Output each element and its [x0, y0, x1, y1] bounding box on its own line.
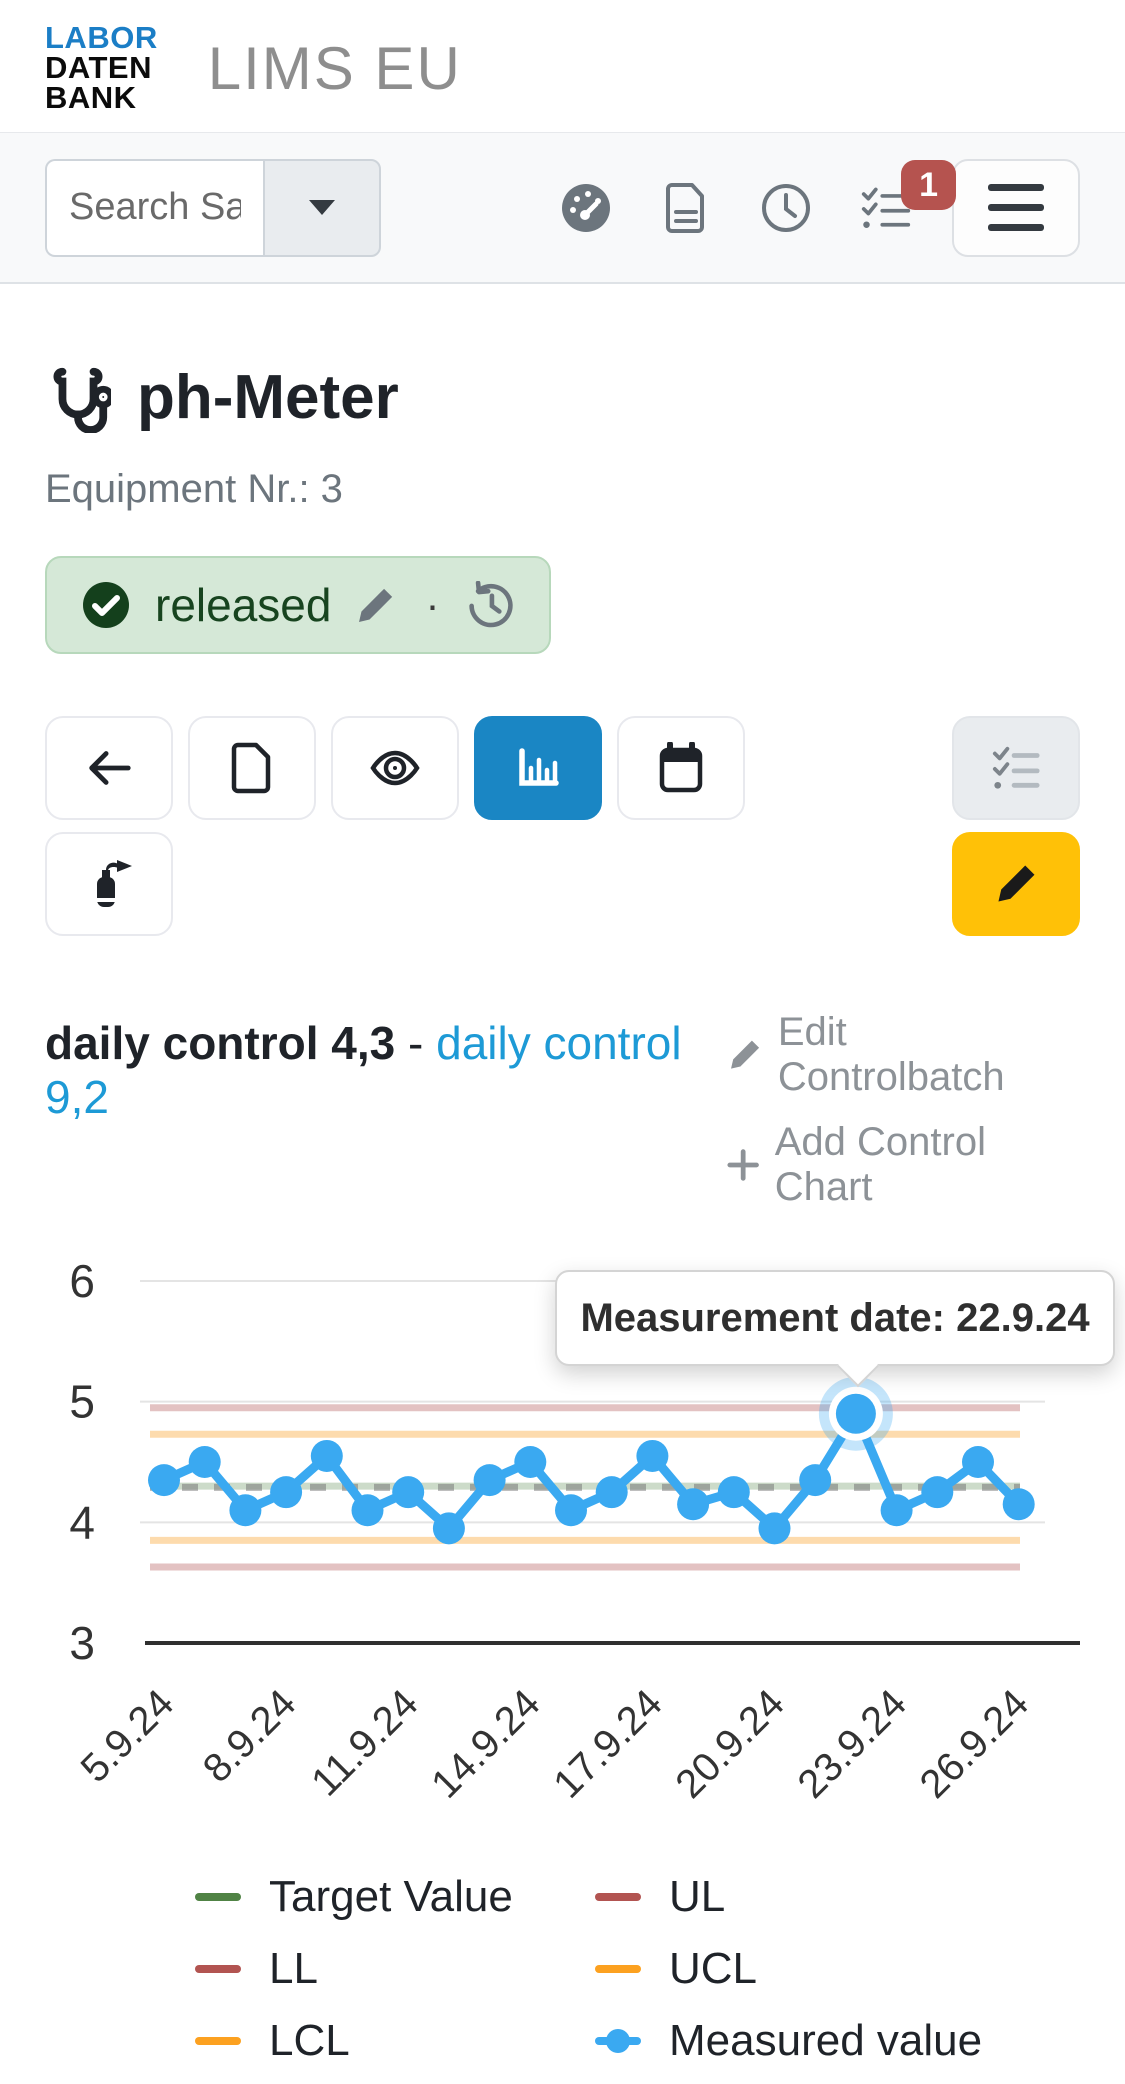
equipment-number: Equipment Nr.: 3 [45, 467, 343, 511]
edit-button[interactable] [952, 832, 1080, 936]
legend-label: LL [269, 1944, 318, 1993]
svg-text:5.9.24: 5.9.24 [73, 1681, 183, 1791]
fire-extinguisher-button[interactable] [45, 832, 173, 936]
pencil-icon [998, 865, 1035, 902]
controlchart-header: daily control 4,3 - daily control 9,2 Ed… [45, 1010, 1080, 1210]
status-label: released [155, 579, 332, 631]
legend-label: UCL [669, 1944, 758, 1993]
legend-swatch-solid [195, 1965, 241, 1973]
search-category-dropdown[interactable] [263, 158, 381, 257]
bar-chart-icon [519, 748, 559, 786]
legend-swatch-solid [195, 1893, 241, 1901]
legend-swatch-solid [595, 1965, 641, 1973]
checklist-button[interactable] [952, 716, 1080, 820]
caret-down-icon [309, 200, 335, 215]
legend-item: LCL [195, 2012, 595, 2070]
app-header: LABOR DATEN BANK LIMS EU [0, 0, 1125, 132]
checklist-icon [992, 746, 1040, 789]
equipment-header: ph-Meter [45, 362, 1080, 433]
separator-dot: · [425, 581, 440, 628]
svg-text:23.9.24: 23.9.24 [789, 1681, 914, 1806]
legend-item: LL [195, 1940, 595, 1998]
logo-line: BANK [45, 80, 137, 116]
back-button[interactable] [45, 716, 173, 820]
plus-icon [727, 1149, 760, 1181]
pencil-icon [731, 1040, 760, 1069]
svg-text:20.9.24: 20.9.24 [667, 1681, 792, 1806]
control-chart[interactable]: 6 5 4 3 5.9.24 8.9.24 11.9.24 14.9.24 17.9.24 20.… [45, 1228, 1115, 1840]
toolbar-icons: 1 [560, 159, 956, 234]
fire-extinguisher-icon [97, 860, 132, 907]
checklist-icon[interactable]: 1 [860, 159, 956, 234]
chart-tooltip: Measurement date: 22.9.24 [555, 1270, 1115, 1388]
svg-text:4: 4 [69, 1496, 95, 1548]
action-buttons [45, 716, 1080, 936]
legend-label: Target Value [269, 1872, 513, 1921]
search-input[interactable] [45, 158, 263, 257]
controlbatch-link[interactable]: daily control 9,2 [45, 1017, 682, 1123]
calendar-button[interactable] [617, 716, 745, 820]
clock-icon[interactable] [760, 182, 812, 234]
legend-swatch-solid [595, 1893, 641, 1901]
history-icon[interactable] [467, 581, 515, 629]
legend-swatch-point [595, 2029, 641, 2053]
svg-text:5: 5 [69, 1376, 95, 1428]
add-control-chart-link[interactable]: Add Control Chart [726, 1120, 1080, 1210]
main-content: ph-Meter Equipment Nr.: 3 released · [0, 362, 1125, 2084]
speedometer-icon[interactable] [560, 182, 612, 234]
edit-controlbatch-link[interactable]: Edit Controlbatch [726, 1010, 1080, 1100]
svg-text:8.9.24: 8.9.24 [195, 1681, 305, 1791]
legend-label: UL [669, 1872, 726, 1921]
toolbar: 1 [0, 132, 1125, 284]
controlbatch-current: daily control 4,3 [45, 1017, 396, 1069]
svg-text:26.9.24: 26.9.24 [912, 1681, 1037, 1806]
svg-text:6: 6 [69, 1255, 95, 1307]
search-group [45, 158, 381, 257]
check-circle-icon [83, 582, 129, 628]
control-chart-svg[interactable]: 6 5 4 3 5.9.24 8.9.2411.9.2414.9.2417.9.2420.… [45, 1228, 1080, 1840]
menu-button[interactable] [952, 158, 1080, 257]
calendar-icon [659, 742, 703, 793]
app-title: LIMS EU [207, 34, 462, 102]
legend-label: Measured value [669, 2016, 983, 2065]
legend-item: Target Value [195, 1868, 595, 1926]
legend-item: UL [595, 1868, 1080, 1926]
legend-item: Measured value [595, 2012, 1080, 2070]
logo-line: DATEN [45, 49, 152, 85]
legend-swatch-solid [195, 2037, 241, 2045]
page-title: ph-Meter [137, 363, 399, 432]
eye-icon [370, 750, 420, 786]
arrow-left-icon [89, 751, 131, 785]
pencil-icon[interactable] [355, 584, 397, 626]
notification-badge: 1 [901, 159, 956, 211]
view-button[interactable] [331, 716, 459, 820]
stethoscope-icon [53, 367, 111, 433]
legend-label: LCL [269, 2016, 350, 2065]
legend-item: UCL [595, 1940, 1080, 1998]
svg-text:14.9.24: 14.9.24 [423, 1681, 548, 1806]
status-badge: released · [45, 556, 552, 654]
file-button[interactable] [188, 716, 316, 820]
svg-text:17.9.24: 17.9.24 [545, 1681, 670, 1806]
chart-button-active[interactable] [474, 716, 602, 820]
hamburger-icon [988, 184, 1044, 191]
file-icon [231, 742, 271, 794]
document-icon[interactable] [660, 182, 712, 234]
controlchart-title: daily control 4,3 - daily control 9,2 [45, 1017, 682, 1123]
logo-line: LABOR [45, 19, 158, 55]
labordatenbank-logo[interactable]: LABOR DATEN BANK [45, 19, 158, 116]
svg-text:3: 3 [69, 1617, 95, 1669]
svg-text:11.9.24: 11.9.24 [303, 1681, 426, 1804]
